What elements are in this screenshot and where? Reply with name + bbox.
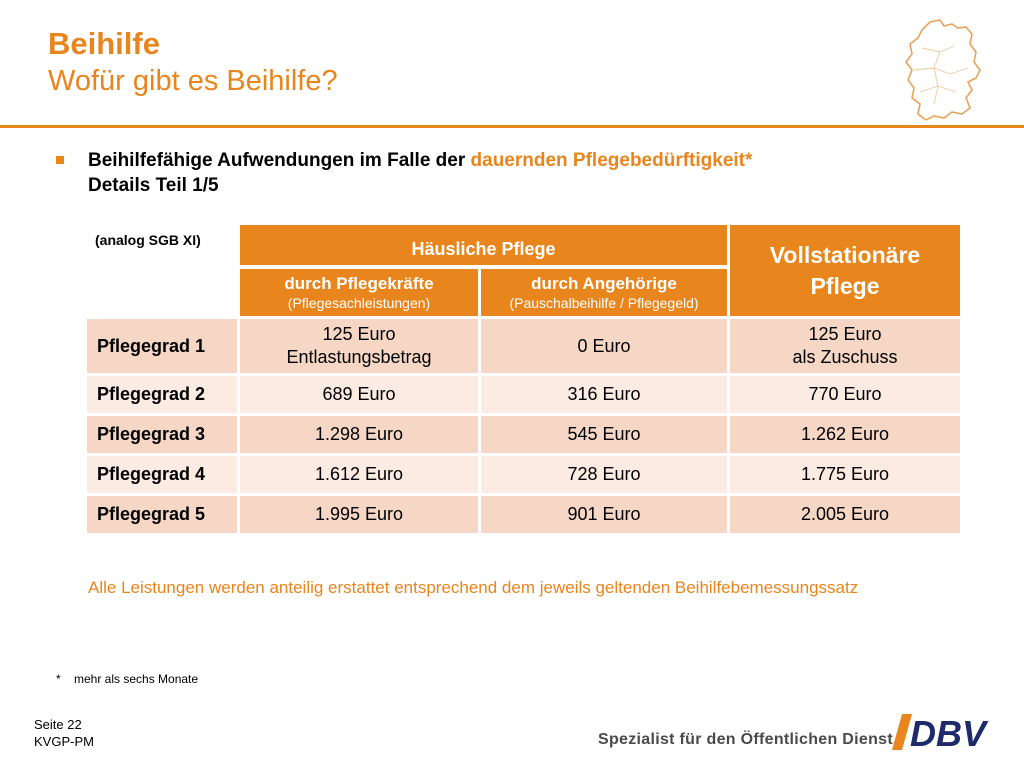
page-number: Seite 22 — [34, 717, 82, 732]
cell-line2: als Zuschuss — [792, 347, 898, 367]
table-cell: 1.262 Euro — [730, 416, 960, 453]
table-cell: 1.612 Euro — [240, 456, 478, 493]
table-cell: 728 Euro — [481, 456, 727, 493]
table-corner-label: (analog SGB XI) — [95, 232, 201, 248]
table-row: Pflegegrad 3 1.298 Euro 545 Euro 1.262 E… — [87, 416, 960, 453]
table-row: Pflegegrad 1 125 Euro Entlastungsbetrag … — [87, 319, 960, 373]
benefits-table: Häusliche Pflege Vollstationäre Pflege d… — [84, 222, 963, 536]
row-label: Pflegegrad 4 — [87, 456, 237, 493]
header-vollstationaer-line1: Vollstationäre — [769, 241, 921, 268]
header-angehoerige-title: durch Angehörige — [531, 273, 677, 293]
bullet-line2: Details Teil 1/5 — [88, 175, 219, 196]
row-label: Pflegegrad 2 — [87, 376, 237, 413]
bullet-text: Beihilfefähige Aufwendungen im Falle der… — [88, 148, 968, 198]
page-subtitle: Wofür gibt es Beihilfe? — [48, 65, 338, 97]
header-pflegekraefte: durch Pflegekräfte (Pflegesachleistungen… — [240, 268, 478, 316]
table-cell: 125 Euro Entlastungsbetrag — [240, 319, 478, 373]
table-cell: 0 Euro — [481, 319, 727, 373]
table-cell: 1.995 Euro — [240, 496, 478, 533]
table-cell: 545 Euro — [481, 416, 727, 453]
germany-map-icon — [905, 19, 981, 121]
table-cell: 316 Euro — [481, 376, 727, 413]
row-label: Pflegegrad 1 — [87, 319, 237, 373]
cell-line1: 125 Euro — [322, 324, 396, 344]
row-label: Pflegegrad 3 — [87, 416, 237, 453]
table-cell: 770 Euro — [730, 376, 960, 413]
bullet-text-lead: Beihilfefähige Aufwendungen im Falle der — [88, 150, 471, 171]
table-cell: 1.298 Euro — [240, 416, 478, 453]
header-angehoerige: durch Angehörige (Pauschalbeihilfe / Pfl… — [481, 268, 727, 316]
table-row: Pflegegrad 4 1.612 Euro 728 Euro 1.775 E… — [87, 456, 960, 493]
header-divider — [0, 125, 1024, 128]
header-vollstationaer: Vollstationäre Pflege — [730, 225, 960, 316]
page-title: Beihilfe — [48, 26, 160, 61]
table-row: Pflegegrad 2 689 Euro 316 Euro 770 Euro — [87, 376, 960, 413]
table-cell: 689 Euro — [240, 376, 478, 413]
table-cell: 901 Euro — [481, 496, 727, 533]
cell-line1: 125 Euro — [808, 324, 882, 344]
table-cell: 125 Euro als Zuschuss — [730, 319, 960, 373]
header-pflegekraefte-title: durch Pflegekräfte — [284, 273, 434, 293]
doc-code: KVGP-PM — [34, 734, 94, 749]
page-info: Seite 22 KVGP-PM — [34, 716, 94, 750]
footnote: * mehr als sechs Monate — [56, 672, 199, 686]
cell-line2: Entlastungsbetrag — [286, 347, 432, 367]
table-row: Pflegegrad 5 1.995 Euro 901 Euro 2.005 E… — [87, 496, 960, 533]
header-haeusliche-pflege: Häusliche Pflege — [240, 225, 727, 265]
bullet-square-icon — [56, 156, 64, 164]
bullet-highlight: dauernden Pflegebedürftigkeit* — [470, 150, 753, 171]
dbv-logo: DBV — [892, 713, 989, 752]
row-label: Pflegegrad 5 — [87, 496, 237, 533]
header-vollstationaer-line2: Pflege — [810, 272, 880, 299]
slogan: Spezialist für den Öffentlichen Dienst. — [598, 731, 898, 748]
dbv-logo-text: DBV — [910, 713, 989, 752]
table-cell: 1.775 Euro — [730, 456, 960, 493]
reimbursement-note: Alle Leistungen werden anteilig erstatte… — [88, 578, 859, 597]
header-angehoerige-sub: (Pauschalbeihilfe / Pflegegeld) — [509, 294, 699, 311]
table-cell: 2.005 Euro — [730, 496, 960, 533]
header-pflegekraefte-sub: (Pflegesachleistungen) — [287, 294, 431, 311]
table-corner — [87, 225, 237, 316]
